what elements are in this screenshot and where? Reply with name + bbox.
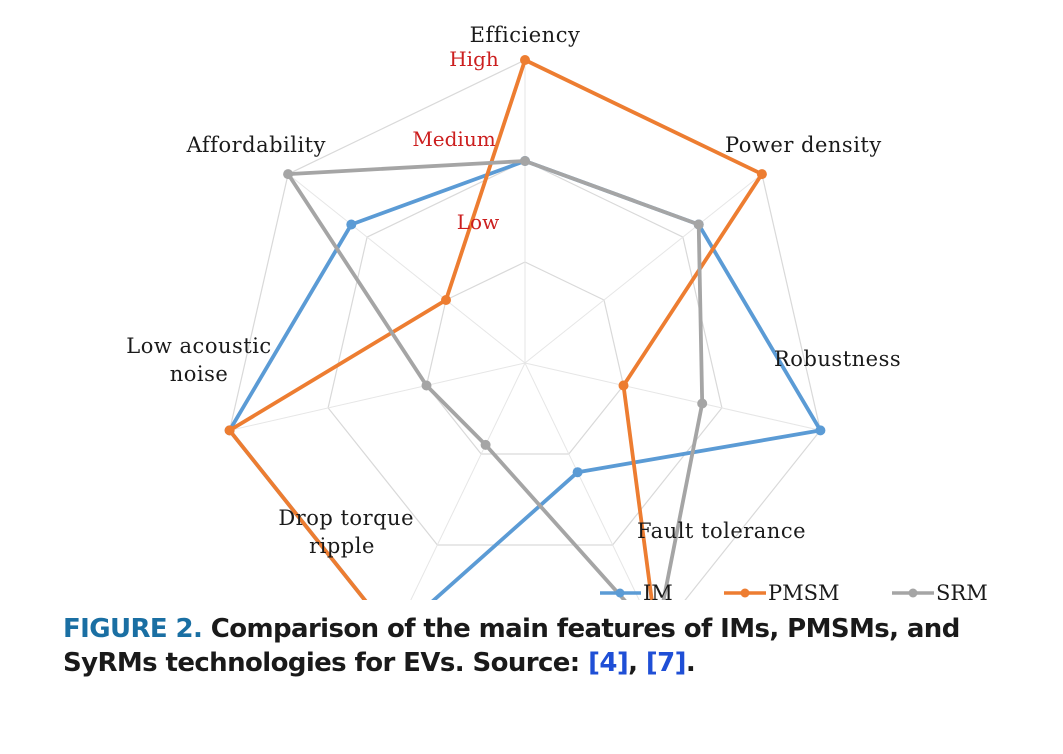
radar-grid bbox=[228, 59, 822, 600]
data-point-srm-affordability bbox=[283, 169, 294, 180]
legend-marker-srm bbox=[908, 588, 918, 598]
level-labels: High Medium Low bbox=[412, 47, 499, 234]
data-point-pmsm-affordability bbox=[441, 295, 451, 305]
axis-label-efficiency: Efficiency bbox=[470, 23, 581, 47]
axis-label-low-acoustic-noise: Low acoustic bbox=[126, 334, 271, 358]
axis-label-drop-torque-ripple: Drop torque bbox=[278, 506, 414, 530]
level-label-low: Low bbox=[457, 210, 499, 234]
grid-ring-high bbox=[228, 59, 822, 600]
data-point-srm-efficiency bbox=[520, 156, 530, 166]
legend-marker-im bbox=[615, 588, 625, 598]
grid-spoke-affordability bbox=[287, 173, 526, 364]
figure-label: FIGURE 2. bbox=[63, 614, 203, 644]
data-point-pmsm-low-acoustic-noise bbox=[224, 425, 235, 436]
reference-link-4[interactable]: [4] bbox=[588, 648, 629, 678]
grid-spoke-low-acoustic-noise bbox=[229, 362, 526, 431]
legend-item-im: IM bbox=[600, 581, 673, 600]
legend-label-im: IM bbox=[643, 581, 673, 600]
legend-item-srm: SRM bbox=[892, 581, 988, 600]
grid-ring-medium bbox=[327, 160, 723, 546]
level-label-medium: Medium bbox=[412, 127, 495, 151]
grid-spoke-fault-tolerance bbox=[524, 362, 640, 600]
data-point-srm-power-density bbox=[693, 219, 704, 230]
series-line-srm bbox=[286, 159, 705, 600]
axis-label-low-acoustic-noise-2: noise bbox=[170, 362, 229, 386]
figure-caption: FIGURE 2. Comparison of the main feature… bbox=[63, 612, 1053, 680]
legend-label-pmsm: PMSM bbox=[768, 581, 840, 600]
legend-label-srm: SRM bbox=[936, 581, 988, 600]
series-pmsm bbox=[224, 55, 767, 600]
legend: IM PMSM SRM bbox=[600, 581, 988, 600]
grid-spoke-drop-torque-ripple bbox=[410, 362, 526, 600]
data-point-im-robustness bbox=[815, 425, 826, 436]
axis-label-power-density: Power density bbox=[725, 133, 882, 157]
data-point-pmsm-power-density bbox=[756, 169, 767, 180]
axis-label-fault-tolerance: Fault tolerance bbox=[637, 519, 806, 543]
data-point-pmsm-robustness bbox=[618, 380, 629, 391]
data-point-im-fault-tolerance bbox=[572, 467, 583, 478]
reference-link-7[interactable]: [7] bbox=[645, 648, 687, 678]
radar-chart: Efficiency Power density Robustness Faul… bbox=[126, 23, 988, 600]
series-line-im bbox=[227, 159, 823, 600]
caption-end: . bbox=[685, 648, 696, 678]
series-srm bbox=[283, 156, 708, 600]
grid-spoke-robustness bbox=[524, 362, 821, 431]
data-point-srm-robustness bbox=[697, 398, 708, 409]
grid-spoke-power-density bbox=[524, 173, 763, 364]
axis-label-drop-torque-ripple-2: ripple bbox=[309, 534, 375, 558]
data-point-pmsm-efficiency bbox=[520, 55, 530, 65]
grid-ring-low bbox=[425, 261, 625, 455]
axis-label-robustness: Robustness bbox=[774, 347, 901, 371]
level-label-high: High bbox=[449, 47, 499, 71]
axis-label-affordability: Affordability bbox=[186, 133, 326, 157]
data-point-srm-drop-torque-ripple bbox=[480, 439, 491, 450]
series-line-pmsm bbox=[227, 58, 764, 600]
data-point-im-affordability bbox=[346, 219, 357, 230]
caption-text: Comparison of the main features of IMs, … bbox=[63, 614, 960, 678]
series-layer bbox=[224, 55, 826, 600]
caption-separator: , bbox=[628, 648, 646, 678]
legend-marker-pmsm bbox=[740, 588, 750, 598]
legend-item-pmsm: PMSM bbox=[724, 581, 840, 600]
data-point-srm-low-acoustic-noise bbox=[421, 380, 432, 391]
